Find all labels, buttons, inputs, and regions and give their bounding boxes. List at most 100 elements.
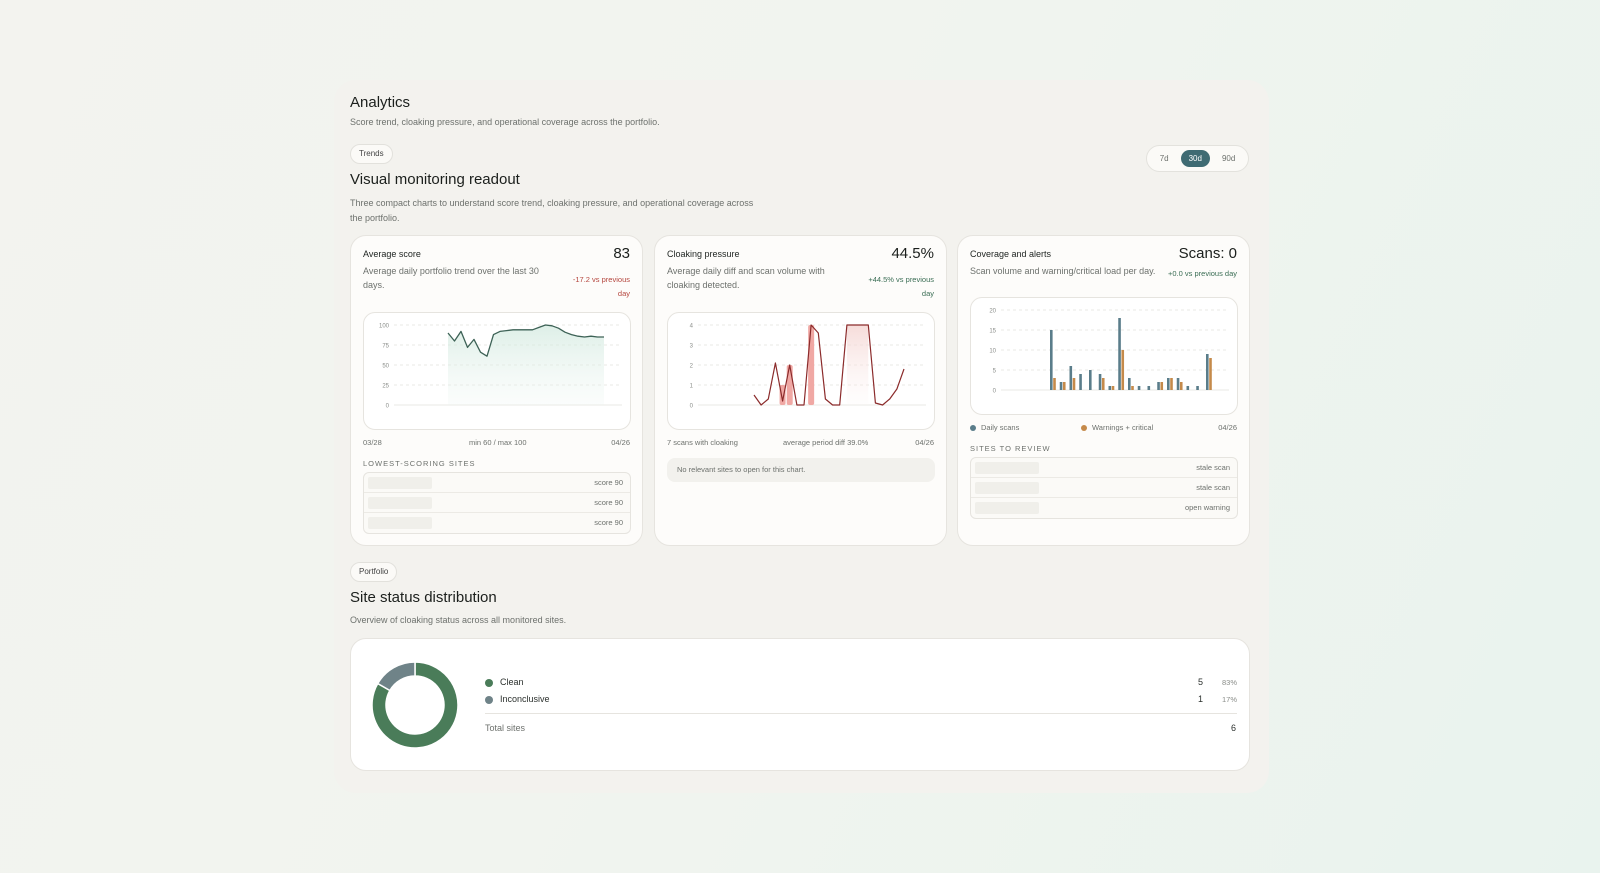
card-description: Average daily diff and scan volume with … bbox=[667, 266, 825, 290]
list-item[interactable]: open warning bbox=[971, 498, 1237, 518]
site-score: score 90 bbox=[594, 518, 623, 527]
average-score-value: 83 bbox=[613, 245, 630, 262]
cloaking-delta-line1: +44.5% vs previous bbox=[868, 275, 934, 284]
warning-bar bbox=[1072, 378, 1076, 390]
scan-bar bbox=[1089, 370, 1092, 390]
y-tick-label: 2 bbox=[690, 364, 694, 370]
status-row-clean: Clean 5 83% bbox=[485, 675, 1237, 691]
site-status: open warning bbox=[1184, 503, 1230, 512]
lowest-scoring-title: Lowest-scoring sites bbox=[363, 459, 476, 468]
site-status: stale scan bbox=[1196, 483, 1230, 492]
status-dot bbox=[485, 679, 493, 687]
site-name-placeholder bbox=[975, 482, 1039, 494]
scan-bar bbox=[1147, 386, 1151, 390]
list-item[interactable]: score 90 bbox=[364, 473, 630, 493]
score-chart-svg: 100 75 50 25 0 bbox=[379, 324, 622, 410]
warning-bar bbox=[1121, 350, 1125, 390]
y-tick-label: 3 bbox=[690, 344, 694, 350]
site-score: score 90 bbox=[594, 478, 623, 487]
donut-slice bbox=[371, 661, 459, 749]
range-90d-option[interactable]: 90d bbox=[1221, 154, 1236, 163]
site-name-placeholder bbox=[975, 462, 1039, 474]
scan-bar bbox=[1176, 378, 1180, 390]
status-percent: 17% bbox=[1221, 695, 1237, 704]
status-label: Clean bbox=[500, 677, 524, 687]
scan-bar bbox=[1137, 386, 1141, 390]
site-name-placeholder bbox=[975, 502, 1039, 514]
cloaking-bar bbox=[786, 365, 793, 405]
trends-description-line1: Three compact charts to understand score… bbox=[350, 198, 754, 208]
total-sites-label: Total sites bbox=[485, 723, 526, 733]
site-score: score 90 bbox=[594, 498, 623, 507]
scan-bar bbox=[1157, 382, 1160, 390]
trends-description-line2: the portfolio. bbox=[350, 213, 400, 223]
warning-bar bbox=[1209, 358, 1212, 390]
warning-bar bbox=[1111, 386, 1115, 390]
cloaking-pressure-card: Cloaking pressure Average daily diff and… bbox=[654, 235, 947, 546]
portfolio-subtitle: Overview of cloaking status across all m… bbox=[350, 615, 567, 625]
card-title: Average score bbox=[363, 249, 421, 259]
warning-bar bbox=[1131, 386, 1134, 390]
score-range-label: min 60 / max 100 bbox=[469, 438, 527, 447]
y-tick-label: 15 bbox=[989, 329, 996, 335]
score-delta-line2: day bbox=[617, 289, 630, 298]
status-distribution-card: Clean 5 83% Inconclusive 1 17% Total sit… bbox=[350, 638, 1250, 771]
y-tick-label: 1 bbox=[690, 384, 694, 390]
cloaking-average-label: average period diff 39.0% bbox=[783, 438, 869, 447]
legend-label: Warnings + critical bbox=[1092, 423, 1154, 432]
legend-warnings: Warnings + critical bbox=[1081, 423, 1153, 432]
y-tick-label: 5 bbox=[993, 369, 997, 375]
scan-bar bbox=[1128, 378, 1131, 390]
cloaking-delta: +44.5% vs previous day bbox=[854, 273, 934, 301]
score-delta: -17.2 vs previous day bbox=[550, 273, 630, 301]
score-delta-line1: -17.2 vs previous bbox=[572, 275, 630, 284]
range-selector: 7d 30d 90d bbox=[1146, 145, 1249, 172]
y-tick-label: 75 bbox=[382, 344, 389, 350]
legend-dot bbox=[1081, 425, 1087, 432]
coverage-delta: +0.0 vs previous day bbox=[1168, 269, 1237, 278]
site-status: stale scan bbox=[1196, 463, 1230, 472]
status-donut-chart bbox=[371, 661, 459, 749]
site-name-placeholder bbox=[368, 517, 432, 529]
scan-bar bbox=[1059, 382, 1063, 390]
legend-daily-scans: Daily scans bbox=[970, 423, 1019, 432]
scan-bar bbox=[1167, 378, 1170, 390]
list-item[interactable]: stale scan bbox=[971, 458, 1237, 478]
y-tick-label: 50 bbox=[382, 364, 389, 370]
cloaking-empty-note: No relevant sites to open for this chart… bbox=[667, 458, 935, 482]
range-7d-option[interactable]: 7d bbox=[1159, 154, 1169, 163]
legend-label: Daily scans bbox=[981, 423, 1020, 432]
site-name-placeholder bbox=[368, 497, 432, 509]
trends-title: Visual monitoring readout bbox=[350, 171, 520, 188]
trends-chip: Trends bbox=[350, 144, 393, 164]
y-tick-label: 0 bbox=[690, 404, 694, 410]
warning-bar bbox=[1160, 382, 1164, 390]
coverage-end-date: 04/26 bbox=[1218, 423, 1237, 432]
y-tick-label: 100 bbox=[379, 324, 390, 330]
donut-slice bbox=[376, 661, 416, 692]
y-tick-label: 0 bbox=[993, 389, 997, 395]
status-row-inconclusive: Inconclusive 1 17% bbox=[485, 692, 1237, 708]
card-title: Cloaking pressure bbox=[667, 249, 740, 259]
portfolio-chip: Portfolio bbox=[350, 562, 398, 582]
warning-bar bbox=[1179, 382, 1183, 390]
warning-bar bbox=[1053, 378, 1056, 390]
status-count: 5 bbox=[1197, 677, 1203, 687]
list-item[interactable]: stale scan bbox=[971, 478, 1237, 498]
coverage-chart: 20 15 10 5 0 bbox=[970, 297, 1238, 415]
scan-bar bbox=[1196, 386, 1199, 390]
score-start-date: 03/28 bbox=[363, 438, 382, 447]
list-item[interactable]: score 90 bbox=[364, 513, 630, 533]
range-30d-option[interactable]: 30d bbox=[1180, 150, 1210, 167]
cloaking-bar bbox=[808, 325, 815, 405]
cloaking-chart-svg: 4 3 2 1 0 bbox=[690, 324, 926, 410]
list-item[interactable]: score 90 bbox=[364, 493, 630, 513]
y-tick-label: 20 bbox=[989, 309, 996, 315]
cloaking-scans-label: 7 scans with cloaking bbox=[667, 438, 738, 447]
score-area bbox=[448, 325, 604, 405]
lowest-scoring-list: score 90 score 90 score 90 bbox=[363, 472, 631, 534]
card-title: Coverage and alerts bbox=[970, 249, 1052, 259]
trends-description: Three compact charts to understand score… bbox=[350, 196, 770, 226]
status-label: Inconclusive bbox=[500, 694, 550, 704]
y-tick-label: 4 bbox=[690, 324, 694, 330]
